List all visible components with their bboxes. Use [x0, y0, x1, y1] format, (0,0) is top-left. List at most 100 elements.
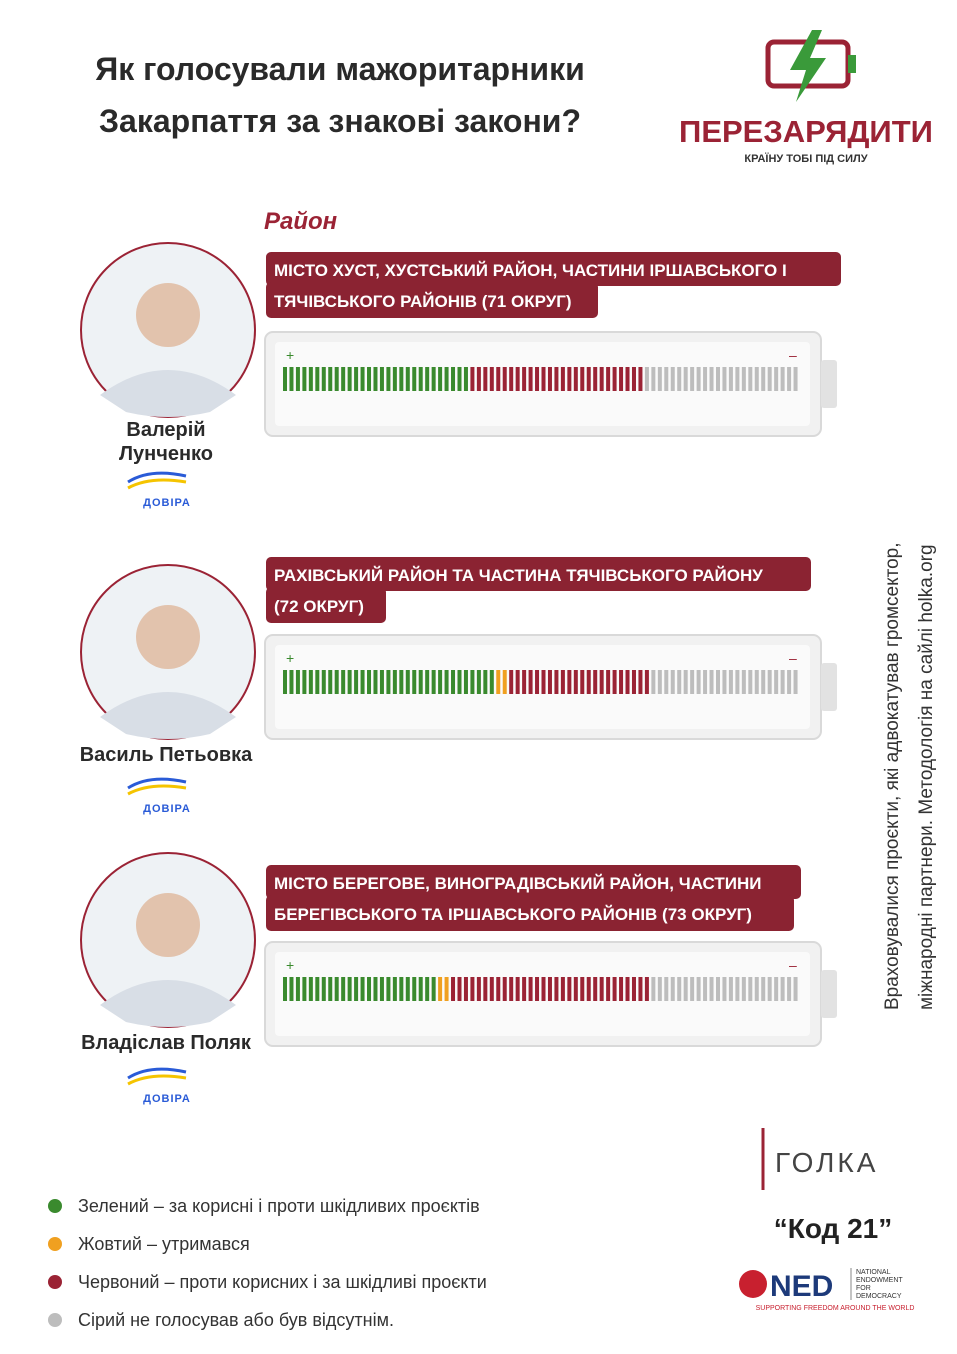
- vote-segment: [651, 977, 798, 1001]
- battery-nub: [821, 663, 837, 711]
- vote-tick: [677, 670, 682, 694]
- vote-tick: [334, 670, 339, 694]
- photo-head: [136, 283, 200, 347]
- vote-tick: [463, 977, 468, 1001]
- vote-tick: [670, 367, 675, 391]
- vote-tick: [709, 670, 714, 694]
- vote-tick: [405, 670, 410, 694]
- vote-tick: [321, 367, 326, 391]
- vote-tick: [496, 977, 501, 1001]
- vote-tick: [315, 977, 320, 1001]
- vote-tick: [295, 670, 300, 694]
- vote-tick: [619, 977, 624, 1001]
- vote-tick: [625, 670, 630, 694]
- title-line: Закарпаття за знакові закони?: [99, 103, 581, 139]
- battery-plus: +: [286, 347, 294, 363]
- vote-tick: [457, 367, 462, 391]
- vote-tick: [683, 367, 688, 391]
- party-swoosh: [127, 1074, 187, 1086]
- district-text: ТЯЧІВСЬКОГО РАЙОНІВ (71 ОКРУГ): [274, 292, 572, 311]
- battery-nub: [821, 360, 837, 408]
- vote-tick: [328, 367, 333, 391]
- vote-tick: [522, 367, 527, 391]
- party-swoosh: [127, 1067, 187, 1080]
- vote-tick: [573, 977, 578, 1001]
- vote-tick: [573, 367, 578, 391]
- vote-tick: [573, 670, 578, 694]
- vote-tick: [476, 367, 481, 391]
- vote-tick: [431, 367, 436, 391]
- vote-tick: [418, 367, 423, 391]
- legend-text: Сірий не голосував або був відсутнім.: [78, 1310, 394, 1330]
- vote-tick: [761, 670, 766, 694]
- vote-tick: [728, 670, 733, 694]
- photo-head: [136, 605, 200, 669]
- district-text: МІСТО ХУСТ, ХУСТСЬКИЙ РАЙОН, ЧАСТИНИ ІРШ…: [274, 261, 787, 280]
- vote-tick: [341, 367, 346, 391]
- vote-tick: [748, 977, 753, 1001]
- vote-tick: [651, 670, 656, 694]
- vote-tick: [509, 367, 514, 391]
- vote-segment: [451, 977, 649, 1001]
- battery-plus: +: [286, 650, 294, 666]
- vote-tick: [483, 367, 488, 391]
- vote-tick: [690, 670, 695, 694]
- vote-tick: [502, 977, 507, 1001]
- legend-text: Червоний – проти корисних і за шкідливі …: [78, 1272, 487, 1292]
- vote-tick: [560, 367, 565, 391]
- vote-tick: [670, 670, 675, 694]
- vote-tick: [308, 367, 313, 391]
- candidate-name: Лунченко: [119, 443, 213, 465]
- vote-tick: [586, 670, 591, 694]
- vote-tick: [567, 670, 572, 694]
- vote-tick: [289, 367, 294, 391]
- vote-tick: [502, 670, 507, 694]
- district-box: [266, 895, 794, 931]
- golka-name: ГОЛКА: [775, 1147, 878, 1178]
- vote-tick: [457, 977, 462, 1001]
- vote-tick: [722, 977, 727, 1001]
- battery-plus: +: [286, 957, 294, 973]
- vote-tick: [638, 977, 643, 1001]
- legend-dot: [48, 1313, 62, 1327]
- battery-minus: –: [789, 650, 797, 666]
- vote-tick: [418, 670, 423, 694]
- vote-tick: [761, 367, 766, 391]
- vote-tick: [664, 367, 669, 391]
- vote-tick: [580, 670, 585, 694]
- vote-tick: [489, 670, 494, 694]
- vote-tick: [515, 977, 520, 1001]
- logo-bolt: [790, 30, 826, 102]
- vote-tick: [528, 977, 533, 1001]
- vote-tick: [341, 977, 346, 1001]
- vote-tick: [696, 977, 701, 1001]
- vote-tick: [696, 367, 701, 391]
- vote-tick: [360, 670, 365, 694]
- vote-tick: [631, 367, 636, 391]
- vote-tick: [470, 670, 475, 694]
- vote-tick: [677, 367, 682, 391]
- legend-dot: [48, 1199, 62, 1213]
- ned-tagline: SUPPORTING FREEDOM AROUND THE WORLD: [756, 1305, 915, 1312]
- vote-tick: [754, 367, 759, 391]
- candidate-name: Василь Петьовка: [80, 744, 253, 766]
- vote-tick: [703, 977, 708, 1001]
- vote-tick: [334, 367, 339, 391]
- vote-tick: [547, 977, 552, 1001]
- vote-tick: [451, 977, 456, 1001]
- legend-dot: [48, 1275, 62, 1289]
- ned-globe: [739, 1270, 767, 1298]
- vote-tick: [774, 367, 779, 391]
- vote-tick: [774, 977, 779, 1001]
- vote-tick: [787, 670, 792, 694]
- vote-tick: [418, 977, 423, 1001]
- vote-tick: [580, 367, 585, 391]
- vote-tick: [535, 670, 540, 694]
- vote-segment: [496, 670, 507, 694]
- vote-tick: [580, 977, 585, 1001]
- vote-tick: [657, 670, 662, 694]
- district-text: (72 ОКРУГ): [274, 597, 364, 616]
- vote-tick: [754, 977, 759, 1001]
- vote-tick: [425, 977, 430, 1001]
- vote-tick: [470, 367, 475, 391]
